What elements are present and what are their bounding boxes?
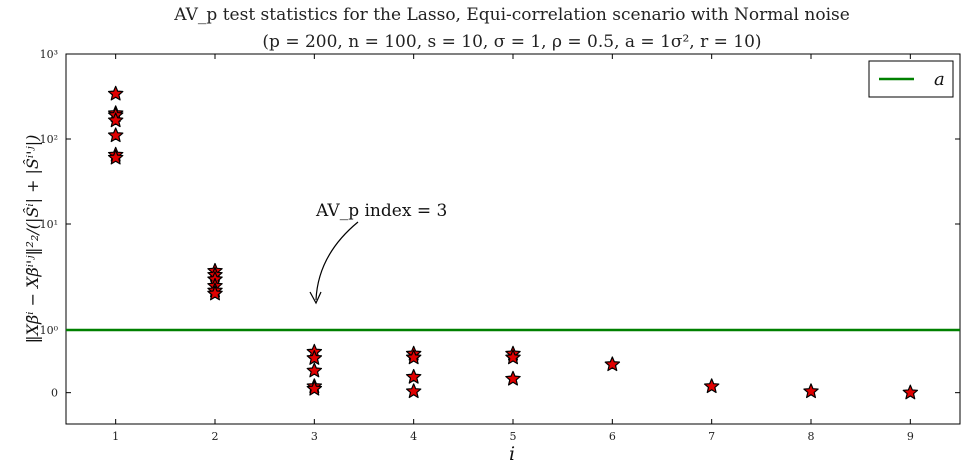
data-point-star — [902, 384, 919, 400]
data-points — [107, 85, 919, 400]
legend: a — [868, 60, 954, 98]
data-point-star — [703, 378, 720, 394]
data-point-star — [505, 370, 521, 386]
data-point-star — [107, 85, 124, 101]
x-tick-label: 4 — [410, 430, 417, 443]
data-point-star — [803, 383, 819, 399]
data-point-star — [405, 368, 422, 384]
annotation-text: AV_p index = 3 — [315, 201, 447, 221]
x-tick-label: 9 — [907, 430, 914, 443]
x-tick-label: 8 — [808, 430, 815, 443]
x-tick-label: 7 — [708, 430, 715, 443]
annotation-arrow — [315, 221, 359, 301]
data-point-star — [207, 285, 223, 301]
y-tick-label: 10³ — [40, 48, 58, 61]
data-point-star — [107, 112, 124, 128]
chart-title: AV_p test statistics for the Lasso, Equi… — [173, 5, 850, 25]
data-point-star — [107, 127, 124, 143]
x-tick-label: 2 — [212, 430, 219, 443]
data-point-star — [505, 349, 521, 365]
data-point-star — [405, 349, 422, 365]
chart-subtitle: (p = 200, n = 100, s = 10, σ = 1, ρ = 0.… — [262, 32, 761, 52]
y-tick-label: 10⁰ — [40, 324, 59, 337]
x-tick-label: 5 — [510, 430, 517, 443]
y-tick-label: 10¹ — [40, 218, 58, 231]
axis-ticks: 1 2 3 4 5 6 7 8 9 0 10⁰ 10¹ 10² 10³ — [40, 48, 960, 443]
y-axis-label: ‖Xβ̄ⁱ − Xβ̄ⁱ'ʲ‖²₂/(|Ŝⁱ| + |Ŝⁱ'ʲ|) — [22, 135, 42, 344]
data-point-star — [107, 149, 124, 165]
data-point-star — [306, 362, 323, 378]
annotation-arrowhead — [309, 291, 322, 305]
data-point-star — [405, 383, 422, 399]
data-point-star — [306, 380, 323, 396]
x-axis-label: i — [509, 443, 515, 465]
x-tick-label: 1 — [112, 430, 119, 443]
plot-area-frame — [65, 53, 961, 425]
y-tick-label: 10² — [40, 133, 58, 146]
legend-label: a — [934, 69, 945, 90]
data-point-star — [604, 356, 621, 372]
x-tick-label: 3 — [311, 430, 318, 443]
data-point-star — [306, 350, 323, 365]
y-tick-label: 0 — [51, 387, 58, 400]
x-tick-label: 6 — [609, 430, 616, 443]
